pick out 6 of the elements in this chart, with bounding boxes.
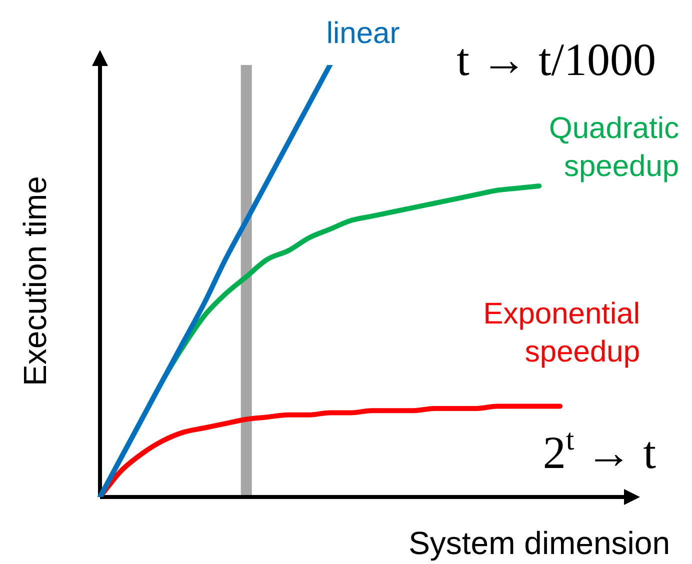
series-label: Quadratic speedup <box>549 112 680 183</box>
series-label: Exponential speedup <box>483 297 640 368</box>
x-axis-title: System dimension <box>408 525 670 561</box>
series-label: linear <box>326 17 400 50</box>
y-axis-title: Execution time <box>17 176 53 386</box>
annotation: t → t/1000 <box>456 34 656 85</box>
